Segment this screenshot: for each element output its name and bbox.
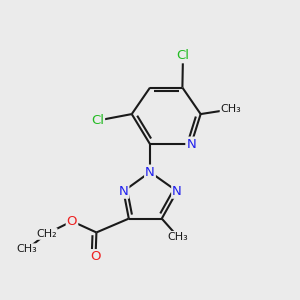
Text: Cl: Cl (91, 114, 104, 127)
Text: CH₂: CH₂ (36, 229, 57, 239)
Text: N: N (118, 185, 128, 198)
Text: O: O (67, 215, 77, 228)
Text: N: N (145, 166, 155, 178)
Text: Cl: Cl (176, 49, 190, 62)
Text: CH₃: CH₃ (220, 104, 241, 114)
Text: N: N (186, 138, 196, 151)
Text: O: O (90, 250, 101, 263)
Text: N: N (172, 185, 182, 198)
Text: CH₃: CH₃ (168, 232, 188, 242)
Text: CH₃: CH₃ (16, 244, 37, 254)
